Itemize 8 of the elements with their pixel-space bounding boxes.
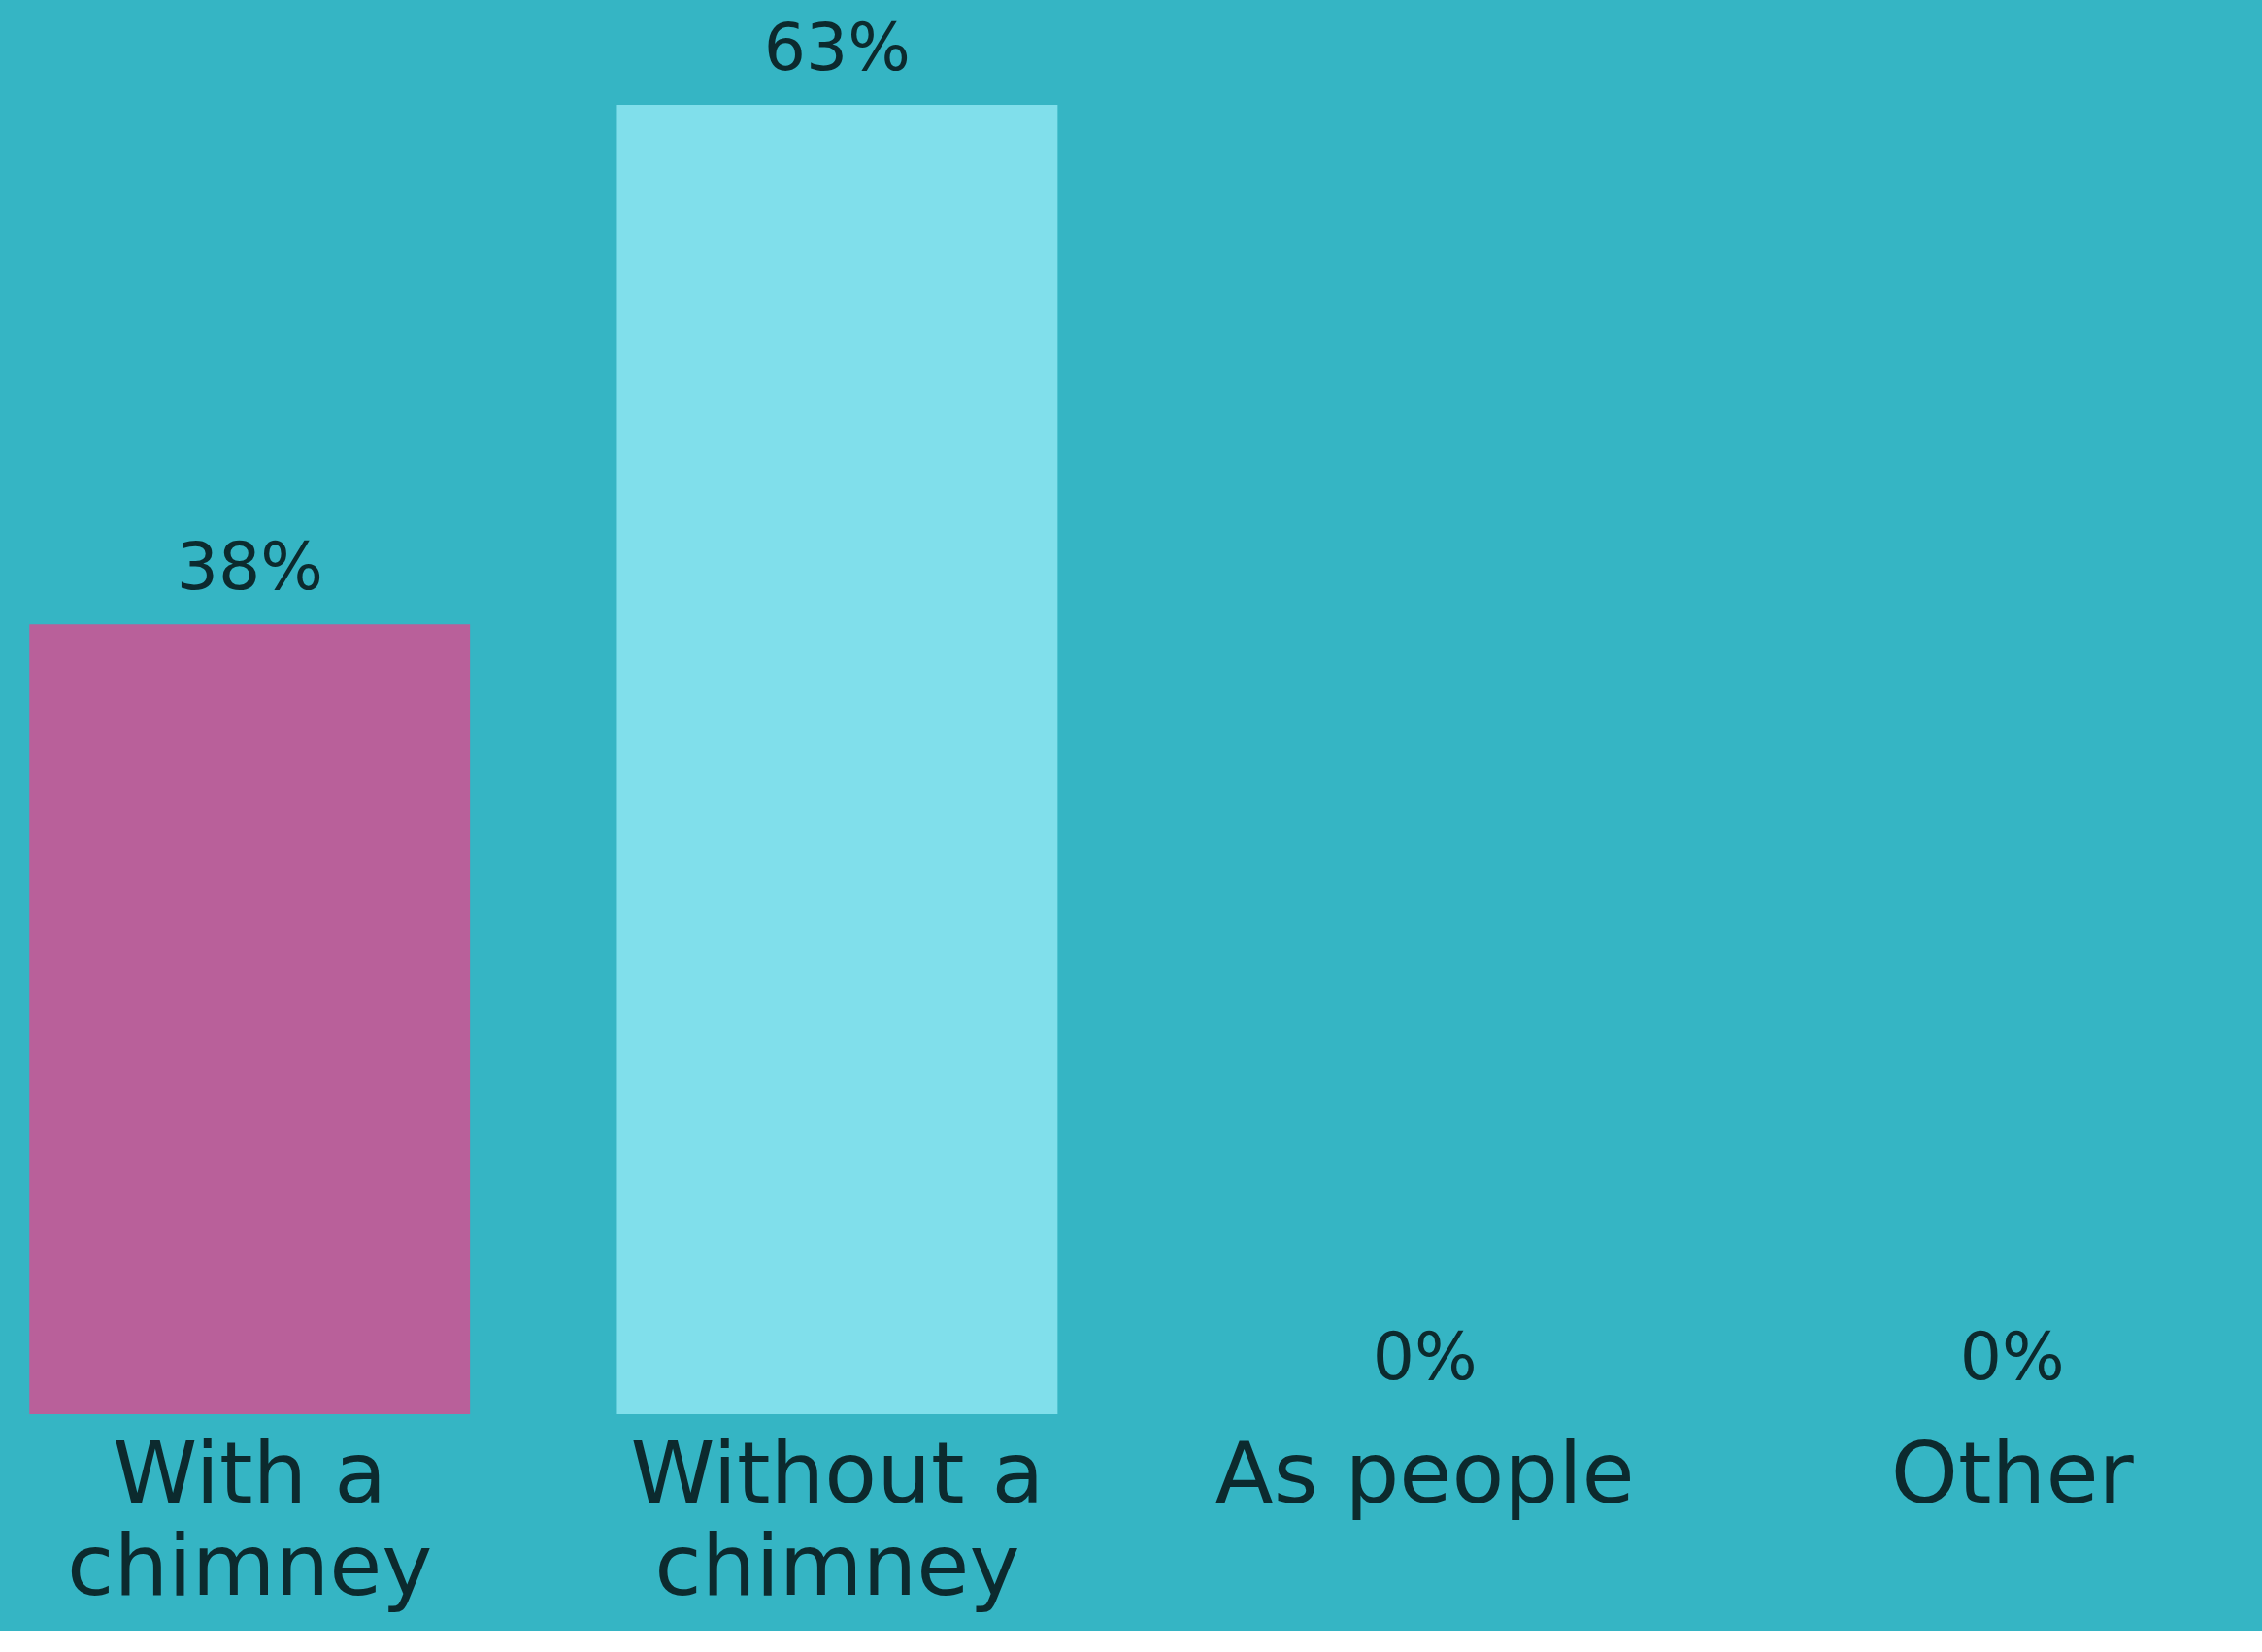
x-tick-label: Other — [1890, 1422, 2135, 1523]
x-tick-label: With a chimney — [67, 1422, 433, 1615]
data-label: 0% — [1372, 1318, 1478, 1395]
data-label: 0% — [1959, 1318, 2065, 1395]
x-tick-label: Without a chimney — [630, 1422, 1045, 1615]
x-tick-label: As people — [1214, 1422, 1635, 1523]
data-label: 63% — [763, 8, 911, 85]
data-label: 38% — [176, 528, 323, 606]
